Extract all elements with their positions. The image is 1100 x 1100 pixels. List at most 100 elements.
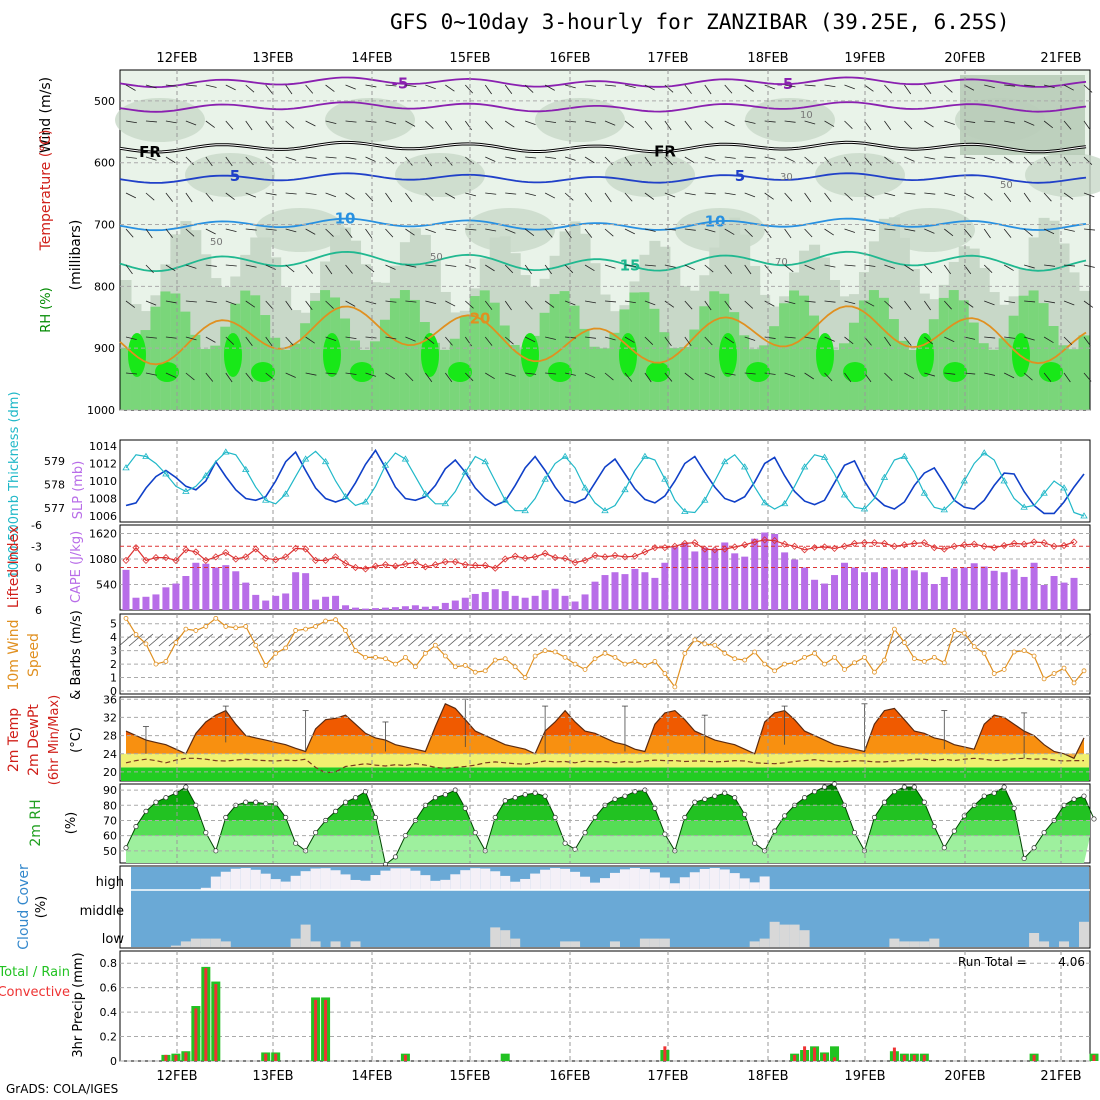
date-tick-top: 14FEB — [351, 51, 392, 66]
wind-barb — [587, 633, 603, 647]
wind-barb — [617, 633, 633, 647]
cape-panel: 540 1080 1620 -6 -3 0 3 6 Lifted Index CAPE (J/kg… — [6, 519, 1091, 617]
rh-column — [369, 341, 381, 410]
wind-barb — [644, 156, 652, 167]
li-marker — [1060, 541, 1068, 550]
li-marker — [391, 562, 400, 570]
wind-barb — [784, 228, 792, 239]
cloud-low-bar — [170, 945, 181, 947]
rh-marker — [153, 799, 159, 805]
wind-barb — [228, 633, 244, 647]
cloud-high-bar — [380, 870, 391, 890]
cloud-high-bar — [470, 868, 481, 890]
cloud-high-bar — [500, 875, 511, 890]
tick-label: 0 — [35, 562, 42, 575]
wind-barb — [844, 192, 853, 201]
wind-barb — [378, 633, 393, 647]
wind-barb — [165, 300, 177, 304]
date-tick-bottom: 17FEB — [647, 1069, 688, 1084]
wind-barb — [165, 336, 177, 339]
precip-conv-bar — [813, 1047, 817, 1061]
wind-barb — [345, 120, 357, 123]
wind-barb — [485, 156, 496, 162]
cloud-high-bar — [460, 870, 471, 890]
rh-column — [1068, 349, 1080, 410]
cloud-low-bar — [789, 924, 800, 947]
slp-line — [125, 448, 1085, 515]
cloud-high-bar — [550, 868, 561, 890]
wind-barb — [867, 633, 882, 647]
rh-core — [350, 362, 374, 382]
wind-barb — [924, 264, 933, 274]
cape-bar — [342, 605, 350, 610]
rh-column — [908, 268, 920, 410]
li-marker — [471, 561, 479, 569]
wind-barb — [405, 336, 416, 342]
wind-barb — [485, 192, 497, 195]
wind-barb — [804, 336, 816, 340]
wind-barb — [285, 156, 297, 161]
wind-barb — [365, 372, 377, 377]
rh-marker — [1041, 830, 1047, 836]
axis-label: 2m DewPt — [26, 704, 42, 776]
rh-column — [829, 349, 841, 410]
wind-barb — [188, 633, 204, 647]
tick-label: 80 — [103, 799, 117, 812]
li-marker — [252, 545, 260, 553]
cloud-high-bar — [649, 872, 660, 890]
rh-core — [1039, 362, 1063, 382]
wind-barb — [644, 120, 653, 130]
wind-barb — [345, 84, 356, 90]
wind-barb — [1063, 372, 1071, 383]
wind-barb — [1083, 120, 1091, 131]
rh-label: 50 — [210, 237, 223, 248]
wind-barb — [245, 300, 256, 308]
cloud-low-bar — [290, 938, 301, 947]
wind-marker — [313, 624, 319, 629]
wind-barb — [365, 228, 373, 239]
tick-label: 3 — [35, 583, 42, 596]
li-marker — [531, 553, 539, 561]
cloud-low-bar — [889, 938, 900, 947]
thickness-marker — [1060, 484, 1068, 491]
li-marker — [810, 544, 819, 552]
li-marker — [441, 558, 449, 566]
cloud-high-bar — [200, 887, 211, 890]
wind-barb — [624, 84, 636, 89]
wind-barb — [584, 156, 595, 164]
wind-marker — [592, 656, 598, 662]
axis-label: & Barbs (m/s) — [69, 610, 84, 700]
wind-barb — [644, 336, 654, 345]
precip-total-bar — [830, 1046, 840, 1061]
wind-barb — [225, 120, 234, 130]
wind-barb — [487, 633, 503, 647]
wind-barb — [764, 300, 775, 307]
rh-column — [220, 326, 232, 410]
cape-bar — [531, 595, 539, 610]
li-marker — [312, 556, 320, 564]
wind-barb — [884, 228, 896, 231]
wind-barb — [225, 84, 236, 91]
wind-barb — [445, 192, 456, 199]
wind-barb — [504, 264, 514, 274]
wind-marker — [1041, 676, 1047, 682]
rh-column — [479, 290, 491, 410]
wind-barb — [298, 633, 313, 647]
wind-barb — [684, 228, 696, 231]
wind-barb — [657, 633, 673, 647]
wind-barb — [904, 336, 912, 346]
wind-barb — [704, 372, 716, 378]
wind-barb — [964, 336, 976, 340]
cloud-high-bar — [560, 868, 571, 890]
rh-column — [858, 300, 870, 410]
wind-barb — [504, 336, 514, 345]
cape-bar — [970, 563, 978, 610]
li-marker — [1040, 539, 1048, 547]
wind-marker — [961, 630, 967, 636]
wind-marker — [343, 628, 348, 633]
li-marker — [401, 560, 409, 568]
cape-bar — [771, 533, 779, 610]
tick-label: 1620 — [89, 528, 117, 541]
wind-barb — [1046, 633, 1062, 647]
wind-barb — [744, 84, 754, 92]
